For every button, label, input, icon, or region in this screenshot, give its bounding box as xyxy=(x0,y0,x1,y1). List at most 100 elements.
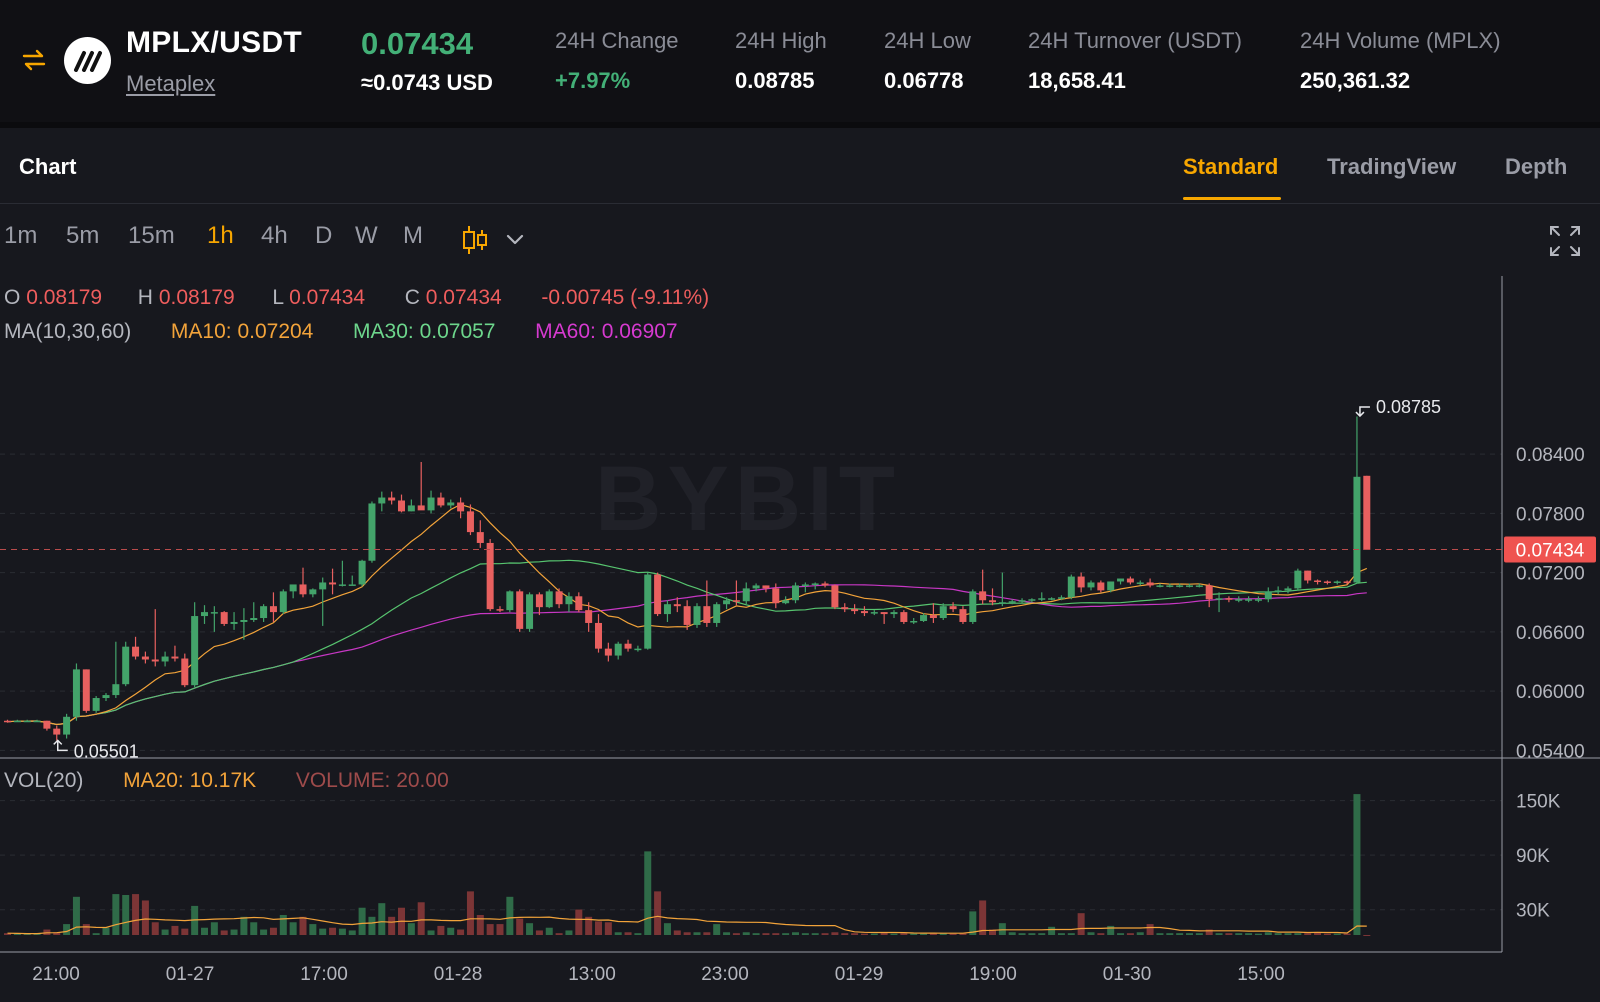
candle-body xyxy=(920,615,928,621)
volume-bar xyxy=(486,924,494,935)
volume-bar xyxy=(161,929,169,935)
candle-body xyxy=(1077,576,1085,588)
candle-body xyxy=(1156,585,1164,587)
volume-bar xyxy=(929,933,937,935)
open-value: 0.08179 xyxy=(26,286,103,309)
candle-body xyxy=(457,502,465,512)
candle-body xyxy=(949,606,957,610)
interval-1m[interactable]: 1m xyxy=(4,222,38,249)
stat-value: 250,361.32 xyxy=(1300,68,1411,93)
candlestick-chart[interactable]: BYBIT 0.08400 0.07800 0.07200 0.06600 0.06000… xyxy=(0,262,1600,1002)
candle-body xyxy=(1304,570,1312,581)
volume-bar xyxy=(417,902,425,935)
volume-bar xyxy=(1235,933,1243,935)
volume-bar xyxy=(1018,933,1026,935)
candle-body xyxy=(1294,570,1302,589)
volume-bar xyxy=(1274,933,1282,935)
candle-body xyxy=(535,594,543,608)
candle-body xyxy=(1048,598,1056,600)
open-key: O xyxy=(4,286,21,309)
ma60-value: MA60: 0.06907 xyxy=(535,320,678,343)
candle-body xyxy=(575,596,583,611)
candle-body xyxy=(1323,581,1331,583)
volume-bar xyxy=(555,933,563,935)
interval-d[interactable]: D xyxy=(315,222,333,249)
tab-standard[interactable]: Standard xyxy=(1183,154,1279,179)
candle-body xyxy=(486,542,494,610)
time-tick-label: 01-29 xyxy=(835,964,884,985)
volume-bar xyxy=(1353,794,1361,935)
stat-24h-change: 24H Change +7.97% xyxy=(555,28,679,94)
candlestick-type-icon[interactable] xyxy=(460,220,490,260)
tab-depth[interactable]: Depth xyxy=(1505,154,1568,179)
candle-body xyxy=(299,584,307,595)
ohlc-legend: O 0.08179 H 0.08179 L 0.07434 C 0.07434 … xyxy=(4,286,709,310)
volume-bar xyxy=(880,932,888,935)
candle-body xyxy=(476,532,484,543)
volume-bar xyxy=(851,933,859,935)
volume-tick-label: 150K xyxy=(1516,792,1561,813)
volume-bar xyxy=(644,851,652,935)
volume-bar xyxy=(210,922,218,935)
low-marker-label: 0.05501 xyxy=(74,741,139,761)
candle-body xyxy=(683,606,691,625)
stat-24h-turnover: 24H Turnover (USDT) 18,658.41 xyxy=(1028,28,1242,94)
swap-arrows-icon[interactable] xyxy=(20,46,48,74)
candle-body xyxy=(279,591,287,613)
candle-body xyxy=(1353,476,1361,583)
interval-15m[interactable]: 15m xyxy=(128,222,175,249)
volume-bar xyxy=(989,929,996,935)
trading-pair[interactable]: MPLX/USDT xyxy=(126,26,303,59)
stat-label: 24H High xyxy=(735,28,827,53)
interval-4h[interactable]: 4h xyxy=(261,222,288,249)
volume-bar xyxy=(545,927,553,935)
volume-bar xyxy=(900,933,908,935)
volume-bar xyxy=(683,932,691,935)
candle-body xyxy=(742,588,750,602)
fullscreen-icon[interactable] xyxy=(1548,224,1582,258)
stat-label: 24H Low xyxy=(884,28,971,53)
interval-m[interactable]: M xyxy=(403,222,423,249)
tab-tradingview[interactable]: TradingView xyxy=(1327,154,1457,179)
stat-value: 0.06778 xyxy=(884,68,964,93)
candle-body xyxy=(1274,590,1282,592)
interval-1h[interactable]: 1h xyxy=(207,222,234,249)
coin-name-link[interactable]: Metaplex xyxy=(126,71,216,96)
candle-body xyxy=(1146,582,1154,586)
stat-label: 24H Volume (MPLX) xyxy=(1300,28,1501,53)
volume-bar xyxy=(693,932,701,935)
volume-bar xyxy=(1166,933,1174,935)
volume-bar xyxy=(1186,933,1193,935)
price-tick-label: 0.05400 xyxy=(1516,741,1585,762)
candle-body xyxy=(614,643,622,656)
volume-bar xyxy=(82,924,90,935)
candle-body xyxy=(555,591,563,605)
current-price-label: 0.07434 xyxy=(1516,540,1585,561)
volume-bar xyxy=(141,900,149,935)
low-key: L xyxy=(272,286,284,309)
candle-body xyxy=(1235,599,1243,601)
volume-bar xyxy=(595,921,602,935)
volume-tick-label: 30K xyxy=(1516,901,1550,922)
candle-body xyxy=(732,600,740,602)
volume-bar xyxy=(841,933,849,935)
volume-bar xyxy=(1264,932,1272,935)
candle-body xyxy=(92,698,100,711)
volume-bar xyxy=(1314,932,1322,935)
candle-body xyxy=(1107,581,1115,591)
candle-body xyxy=(1166,585,1174,587)
volume-bar xyxy=(663,923,671,935)
stat-24h-volume: 24H Volume (MPLX) 250,361.32 xyxy=(1300,28,1501,94)
volume-bar xyxy=(949,933,957,935)
stat-value: 18,658.41 xyxy=(1028,68,1126,93)
volume-bar xyxy=(279,915,287,935)
candle-body xyxy=(910,620,918,623)
chevron-down-icon[interactable] xyxy=(504,228,526,250)
divider xyxy=(0,122,1600,128)
stat-label: 24H Turnover (USDT) xyxy=(1028,28,1242,53)
interval-w[interactable]: W xyxy=(355,222,378,249)
candle-body xyxy=(447,502,455,506)
candle-body xyxy=(289,584,297,592)
volume-bar xyxy=(1146,924,1154,935)
interval-5m[interactable]: 5m xyxy=(66,222,100,249)
